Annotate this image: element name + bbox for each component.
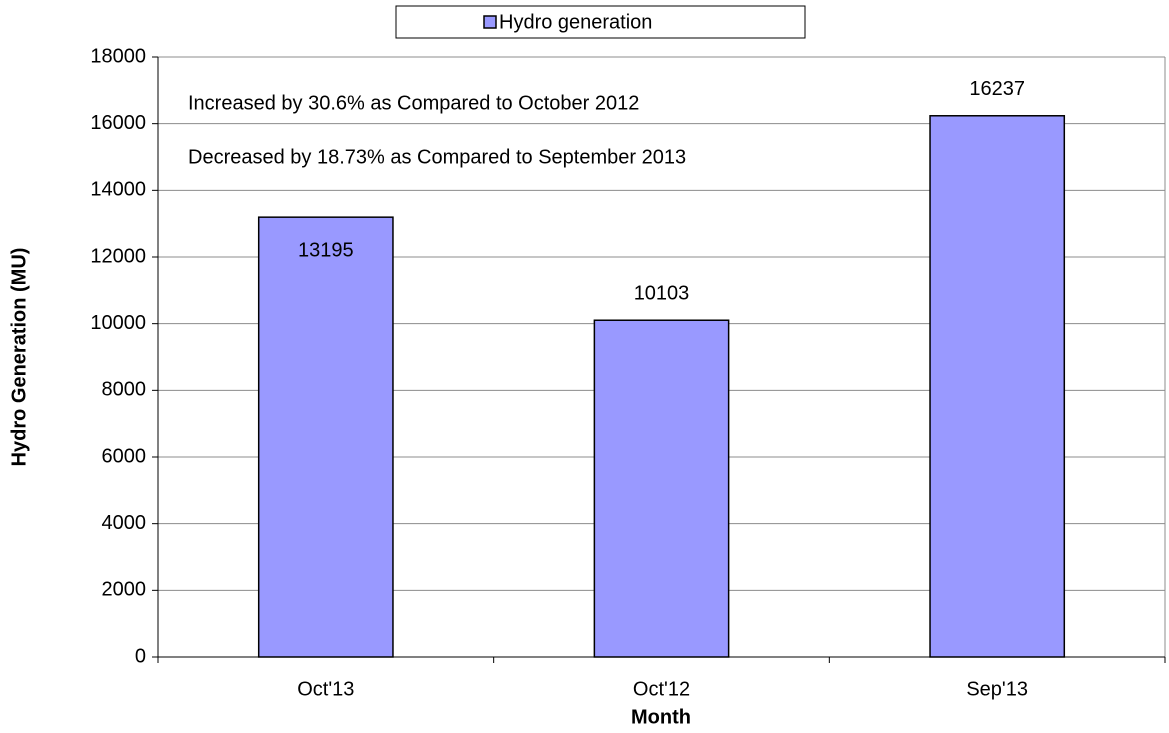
y-tick-label: 18000 — [90, 45, 146, 67]
bar — [929, 115, 1066, 658]
x-tick-label: Sep'13 — [966, 678, 1028, 700]
data-label: 10103 — [634, 283, 690, 305]
annotation: Increased by 30.6% as Compared to Octobe… — [188, 92, 639, 114]
legend-swatch — [483, 15, 497, 29]
x-axis-title: Month — [631, 706, 691, 728]
y-tick-label: 14000 — [90, 179, 146, 201]
y-tick-label: 0 — [135, 645, 146, 667]
y-tick-label: 4000 — [102, 512, 147, 534]
y-axis-title: Hydro Generation (MU) — [8, 248, 30, 467]
data-label: 13195 — [298, 239, 354, 261]
y-tick-label: 10000 — [90, 312, 146, 334]
y-tick-label: 12000 — [90, 245, 146, 267]
legend-label: Hydro generation — [499, 11, 652, 33]
x-tick-label: Oct'13 — [297, 678, 354, 700]
bar — [593, 319, 730, 658]
annotation: Decreased by 18.73% as Compared to Septe… — [188, 146, 686, 168]
bar — [257, 216, 394, 658]
y-tick-label: 2000 — [102, 579, 147, 601]
y-tick-label: 8000 — [102, 379, 147, 401]
y-tick-label: 16000 — [90, 112, 146, 134]
legend-box — [395, 5, 806, 39]
y-tick-label: 6000 — [102, 445, 147, 467]
data-label: 16237 — [969, 78, 1025, 100]
x-tick-label: Oct'12 — [633, 678, 690, 700]
